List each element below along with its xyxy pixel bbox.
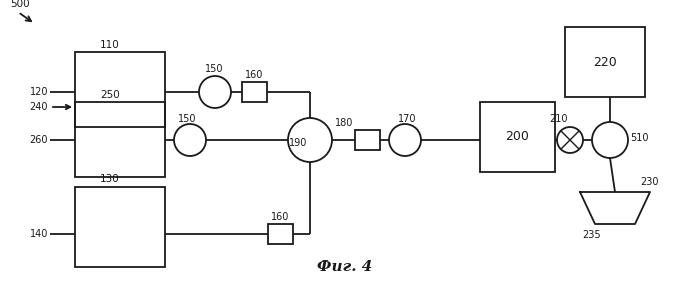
Text: 140: 140 — [29, 229, 48, 239]
Polygon shape — [580, 192, 650, 224]
Text: 240: 240 — [29, 102, 48, 112]
Bar — [355, 130, 380, 150]
Text: 230: 230 — [640, 177, 659, 187]
Text: 150: 150 — [178, 114, 197, 124]
Text: 190: 190 — [289, 138, 307, 148]
Text: 250: 250 — [100, 90, 120, 100]
Text: Фиг. 4: Фиг. 4 — [317, 260, 372, 274]
Text: 235: 235 — [582, 230, 601, 240]
Bar — [75, 52, 165, 127]
Text: 150: 150 — [205, 64, 223, 74]
Text: 220: 220 — [593, 55, 617, 69]
Bar — [565, 27, 645, 97]
Bar — [480, 102, 555, 172]
Text: 160: 160 — [245, 70, 264, 80]
Bar — [75, 187, 165, 267]
Bar — [268, 224, 293, 244]
Text: 160: 160 — [272, 212, 290, 222]
Text: 110: 110 — [100, 40, 120, 50]
Text: 170: 170 — [398, 114, 416, 124]
Text: 120: 120 — [29, 87, 48, 97]
Bar — [242, 82, 267, 102]
Bar — [75, 102, 165, 177]
Text: 200: 200 — [505, 131, 529, 143]
Text: 130: 130 — [100, 174, 120, 184]
Text: 260: 260 — [29, 135, 48, 145]
Text: 500: 500 — [10, 0, 29, 9]
Text: 210: 210 — [549, 114, 567, 124]
Text: 510: 510 — [630, 133, 648, 143]
Text: 180: 180 — [335, 118, 353, 128]
